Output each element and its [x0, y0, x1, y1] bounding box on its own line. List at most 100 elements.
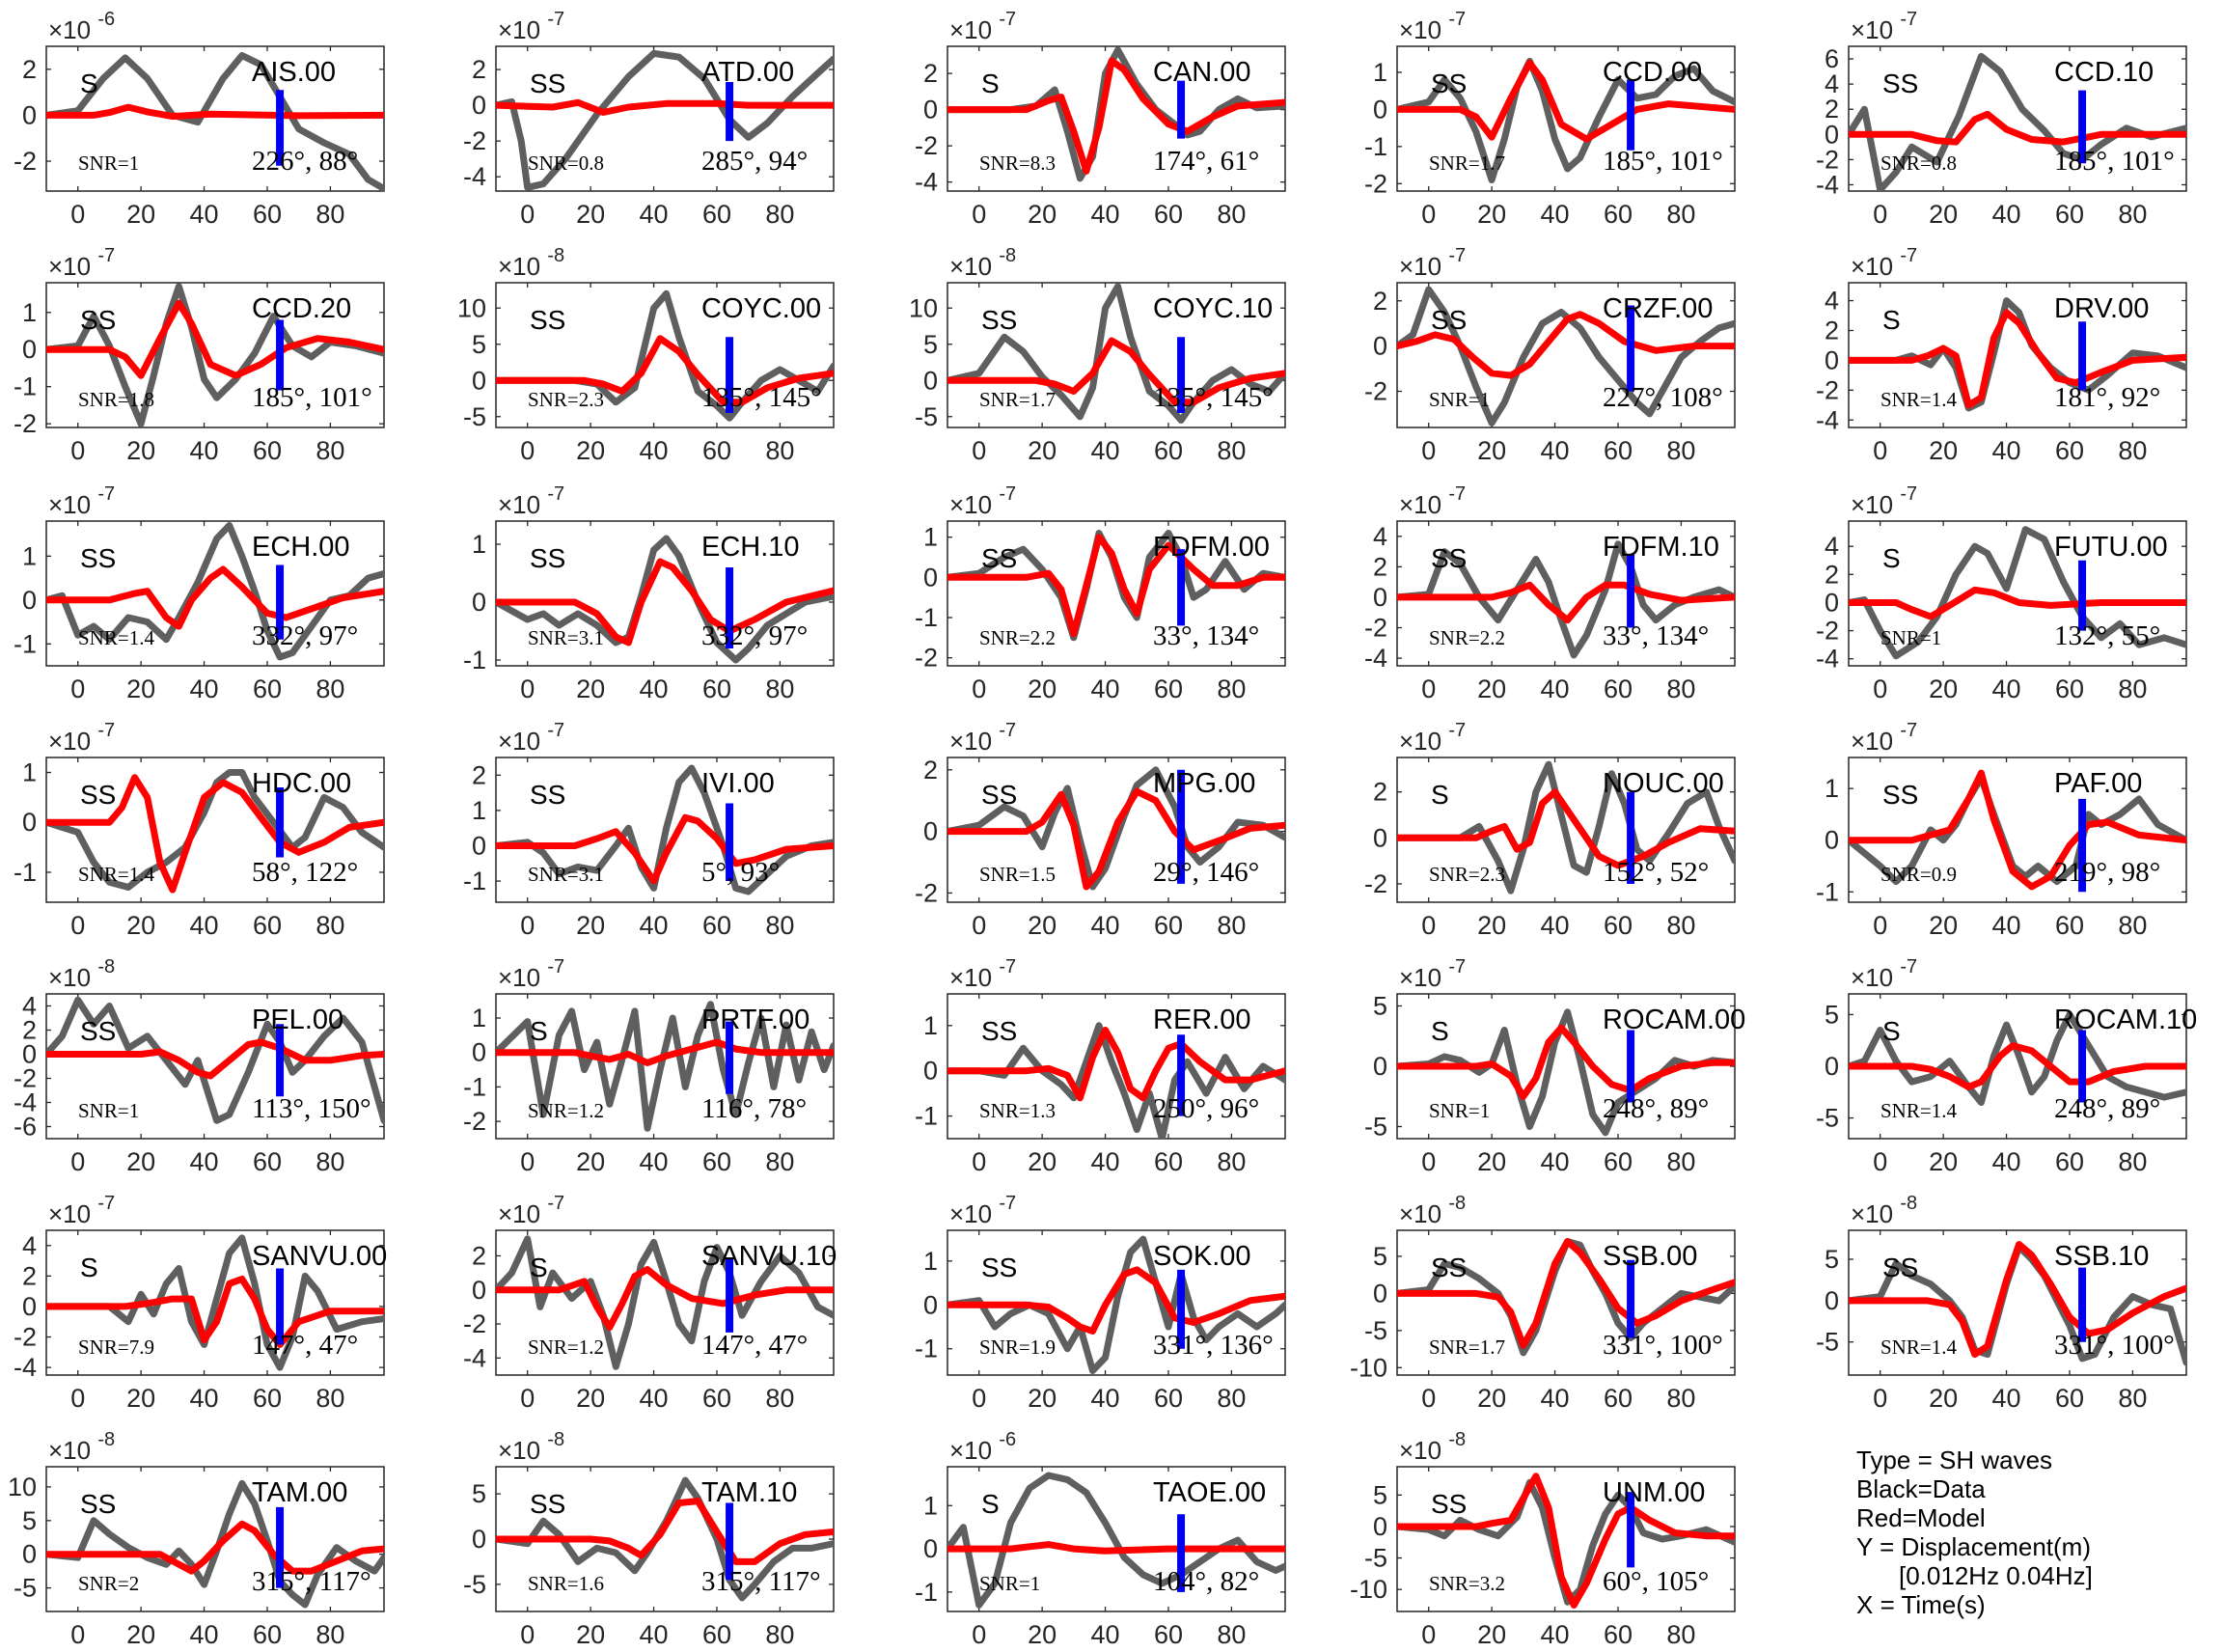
y-tick-label: 0: [1373, 823, 1387, 852]
phase-label: SS: [1431, 69, 1467, 98]
x-tick-label: 0: [1873, 1147, 1887, 1176]
y-tick-label: 1: [22, 298, 37, 327]
panel-ech-10: 0 20 40 60 80 -1 0 1 ×10 -7 SS ECH.10 SNR=3.1 332°, …: [463, 483, 835, 703]
x-tick-label: 20: [1477, 436, 1506, 465]
x-tick-label: 80: [1666, 1384, 1695, 1413]
panel-ivi-00: 0 20 40 60 80 -1 0 1 2 ×10 -7 SS IVI.00 SNR=3.1 5°, 9…: [463, 720, 835, 940]
x-tick-label: 20: [1477, 675, 1506, 703]
model-trace: [1397, 311, 1735, 379]
panel-can-00: 0 20 40 60 80 -4 -2 0 2 ×10 -7 S CAN.00 SNR=8.3 174°,…: [915, 9, 1286, 229]
x-tick-label: 80: [316, 1620, 344, 1649]
y-tick-label: -5: [463, 1570, 486, 1599]
legend: Type = SH waves Black=Data Red=Model Y =…: [1856, 1446, 2204, 1619]
data-trace: [496, 1235, 834, 1370]
azimuth-label: 332°, 97°: [701, 620, 808, 651]
y-tick-label: 0: [1373, 1512, 1387, 1541]
y-tick-label: 0: [1825, 588, 1839, 617]
x-tick-label: 40: [190, 911, 219, 940]
model-trace: [46, 299, 384, 379]
phase-label: S: [1882, 543, 1901, 573]
y-tick-label: -5: [1816, 1328, 1839, 1357]
data-trace: [947, 46, 1285, 182]
snr-label: SNR=3.1: [528, 626, 604, 649]
x-tick-label: 80: [765, 200, 794, 229]
x-tick-label: 60: [1604, 1147, 1633, 1176]
model-trace: [1849, 1241, 2186, 1359]
y-tick-label: -2: [915, 644, 938, 673]
exponent-label: ×10 -7: [949, 956, 1016, 992]
x-tick-label: 0: [1421, 1620, 1436, 1649]
station-label: DRV.00: [2054, 293, 2149, 324]
snr-label: SNR=2.3: [528, 388, 604, 411]
station-label: RER.00: [1153, 1005, 1251, 1035]
x-tick-label: 60: [2055, 436, 2084, 465]
x-tick-label: 40: [640, 1147, 669, 1176]
x-tick-label: 60: [702, 675, 731, 703]
x-tick-label: 20: [576, 911, 605, 940]
x-tick-label: 20: [576, 1620, 605, 1649]
x-tick-label: 60: [253, 436, 282, 465]
x-tick-label: 80: [765, 675, 794, 703]
x-tick-label: 0: [972, 200, 986, 229]
y-tick-label: 4: [1373, 522, 1387, 551]
azimuth-label: 147°, 47°: [252, 1330, 358, 1361]
y-tick-label: -4: [915, 168, 938, 197]
x-tick-label: 60: [702, 1147, 731, 1176]
azimuth-label: 219°, 98°: [2054, 857, 2160, 888]
station-label: HDC.00: [252, 768, 351, 799]
exponent-label: ×10 -7: [1851, 245, 1917, 281]
x-tick-label: 0: [1421, 436, 1436, 465]
snr-label: SNR=2.2: [979, 626, 1056, 649]
y-tick-label: -2: [1364, 377, 1387, 406]
y-tick-label: -2: [915, 131, 938, 160]
azimuth-label: 185°, 101°: [252, 382, 372, 413]
y-tick-label: 2: [1373, 287, 1387, 316]
azimuth-label: 315°, 117°: [701, 1566, 821, 1597]
y-tick-label: -1: [915, 1102, 938, 1131]
exponent-label: ×10 -7: [1851, 483, 1917, 519]
x-tick-label: 0: [70, 675, 85, 703]
azimuth-label: 174°, 61°: [1153, 146, 1259, 177]
panel-hdc-00: 0 20 40 60 80 -1 0 1 ×10 -7 SS HDC.00 SNR=1.4 58°, 1…: [14, 720, 385, 940]
y-tick-label: 0: [472, 1038, 486, 1067]
data-trace: [947, 766, 1285, 891]
y-tick-label: -4: [14, 1088, 37, 1117]
model-trace: [1849, 1042, 2186, 1090]
x-tick-label: 40: [1091, 1384, 1120, 1413]
y-tick-label: 5: [923, 330, 938, 359]
y-tick-label: 2: [1373, 552, 1387, 581]
x-tick-label: 60: [2055, 1384, 2084, 1413]
phase-label: SS: [530, 305, 565, 335]
axes-box: [947, 520, 1286, 667]
azimuth-label: 33°, 134°: [1603, 620, 1709, 651]
phase-label: S: [981, 1489, 1000, 1519]
y-tick-label: 2: [1825, 95, 1839, 124]
station-label: FUTU.00: [2054, 532, 2168, 563]
y-tick-label: 2: [1373, 778, 1387, 807]
y-tick-label: 6: [1825, 44, 1839, 73]
panel-crzf-00: 0 20 40 60 80 -2 0 2 ×10 -7 SS CRZF.00 SNR=1 227°, 1…: [1364, 245, 1736, 465]
snr-label: SNR=0.9: [1880, 863, 1957, 886]
model-trace: [496, 98, 834, 116]
y-tick-label: 0: [22, 1292, 37, 1321]
x-tick-label: 20: [1929, 1147, 1958, 1176]
model-trace: [947, 57, 1285, 175]
exponent-label: ×10 -8: [1399, 1193, 1466, 1228]
y-tick-label: 4: [1825, 287, 1839, 316]
phase-label: SS: [80, 543, 116, 573]
y-tick-label: 1: [923, 1491, 938, 1520]
x-tick-label: 80: [765, 436, 794, 465]
x-tick-label: 20: [1929, 200, 1958, 229]
azimuth-label: 250°, 96°: [1153, 1093, 1259, 1124]
phase-label: SS: [530, 543, 565, 573]
snr-label: SNR=0.8: [1880, 151, 1957, 175]
x-tick-label: 20: [1028, 200, 1057, 229]
y-tick-label: 0: [22, 100, 37, 129]
y-tick-label: 5: [1373, 992, 1387, 1021]
model-trace: [1849, 110, 2186, 146]
x-tick-label: 0: [972, 436, 986, 465]
snr-label: SNR=1.8: [78, 388, 154, 411]
y-tick-label: 0: [1373, 332, 1387, 361]
azimuth-label: 315°, 117°: [252, 1566, 371, 1597]
